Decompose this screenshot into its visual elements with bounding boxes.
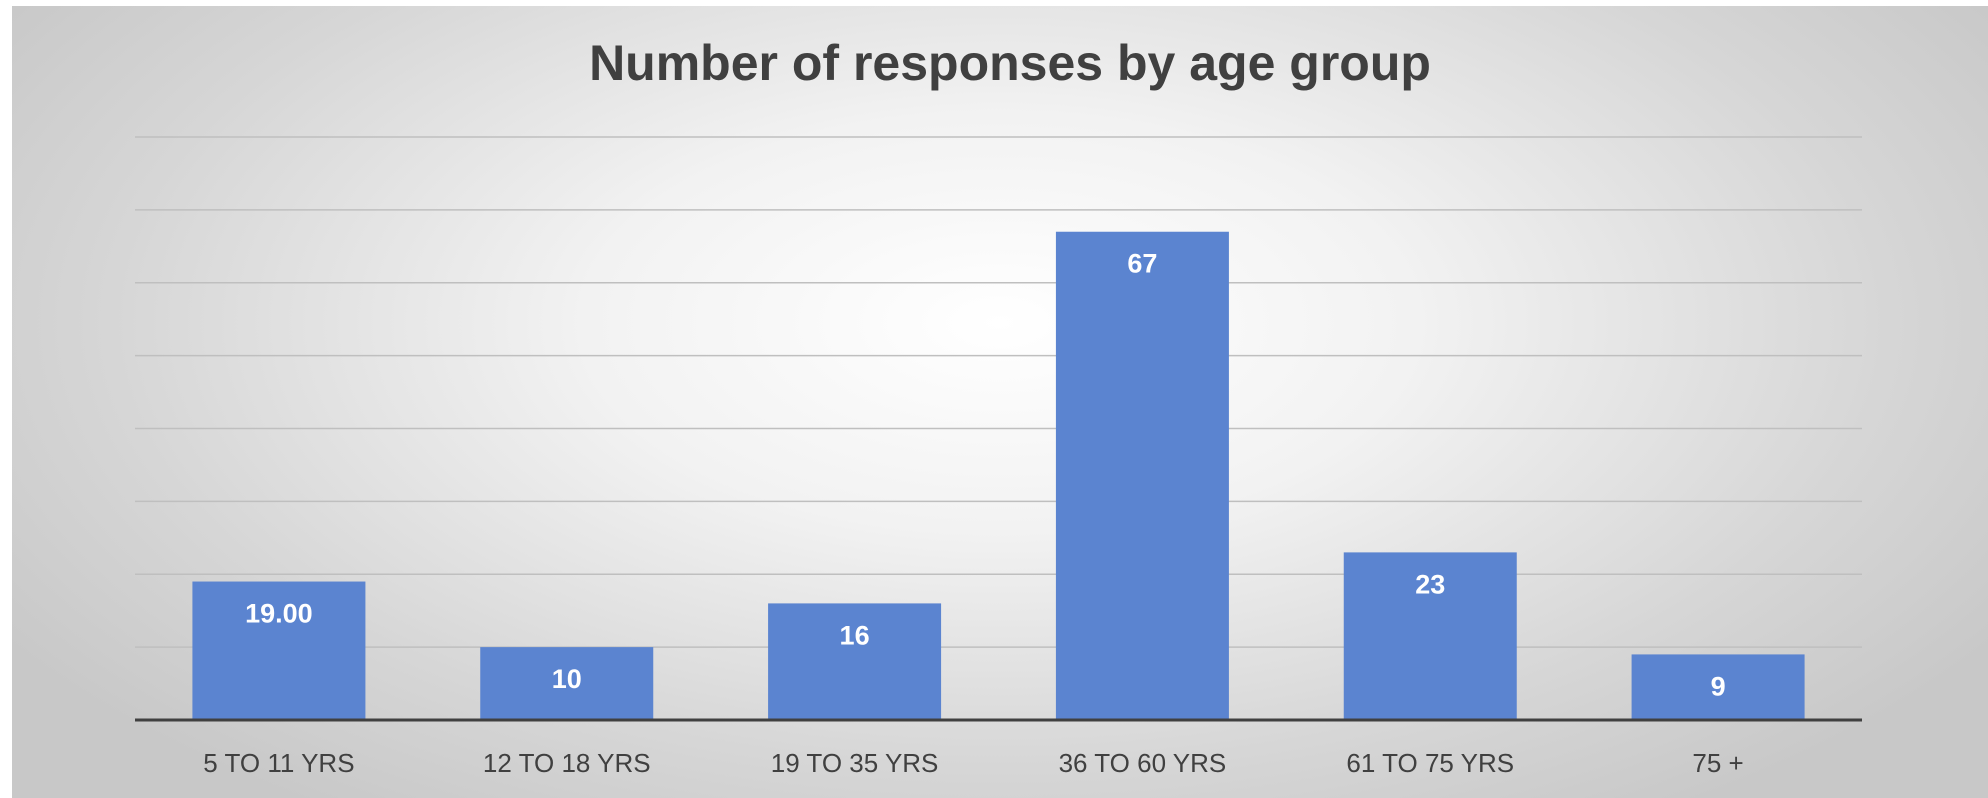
data-label-2: 10 [552,664,582,694]
x-tick-label-3: 19 TO 35 YRS [771,748,939,778]
x-tick-label-4: 36 TO 60 YRS [1059,748,1227,778]
data-label-3: 16 [840,620,870,650]
bar-4 [1055,231,1229,721]
bar-2 [480,647,654,720]
bar-6 [1631,654,1805,720]
x-tick-label-2: 12 TO 18 YRS [483,748,651,778]
x-tick-label-1: 5 TO 11 YRS [203,748,354,778]
data-labels: 19.00 10 16 67 23 9 [245,249,1725,702]
bars [192,231,1805,721]
chart-title: Number of responses by age group [589,35,1431,91]
data-label-5: 23 [1415,569,1445,599]
data-label-6: 9 [1711,671,1726,701]
x-tick-label-6: 75 + [1692,748,1743,778]
data-label-1: 19.00 [245,599,313,629]
data-label-4: 67 [1127,249,1157,279]
x-axis-tick-labels: 5 TO 11 YRS 12 TO 18 YRS 19 TO 35 YRS 36 TO… [203,748,1743,778]
bar-1 [192,581,366,720]
bar-5 [1343,552,1517,720]
gridlines [135,136,1862,648]
x-tick-label-5: 61 TO 75 YRS [1346,748,1514,778]
bar-3 [768,603,942,720]
